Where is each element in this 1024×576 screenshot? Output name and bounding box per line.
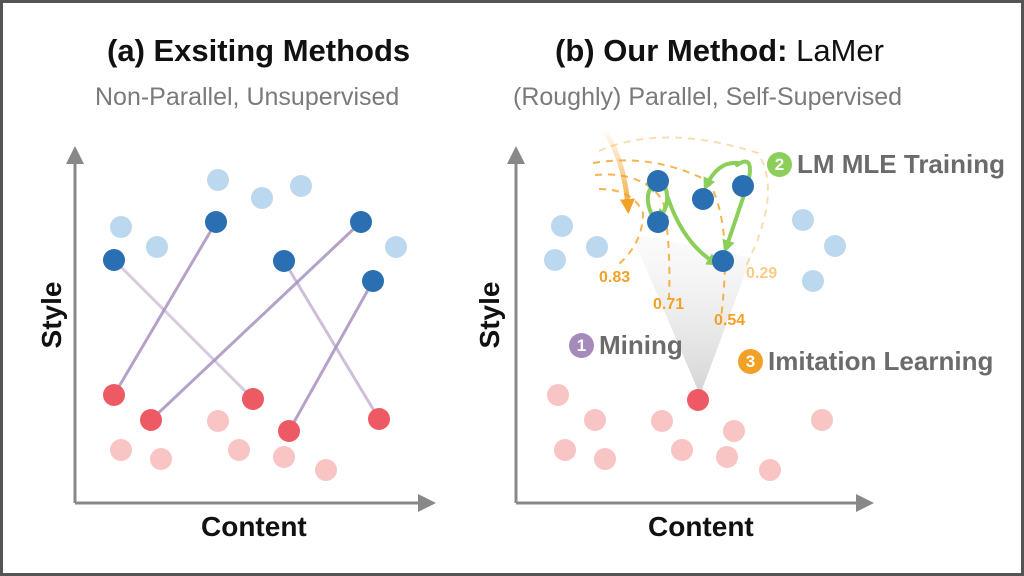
mining-beam bbox=[631, 233, 751, 395]
similarity-score: 0.83 bbox=[599, 269, 631, 286]
style-a-sample-light bbox=[551, 215, 573, 237]
connection-line bbox=[282, 259, 381, 421]
style-a-sample-dark bbox=[103, 249, 125, 271]
step-label: Mining bbox=[599, 330, 683, 360]
panel-a-subtitle: Non-Parallel, Unsupervised bbox=[95, 83, 400, 111]
style-a-sample-dark bbox=[712, 250, 734, 272]
style-a-sample-dark bbox=[647, 211, 669, 233]
panel-b-subtitle: (Roughly) Parallel, Self-Supervised bbox=[513, 83, 903, 111]
style-b-sample-light bbox=[811, 409, 833, 431]
lm-mle-arrow bbox=[666, 196, 720, 266]
style-b-sample-dark bbox=[368, 408, 390, 430]
style-b-sample-light bbox=[315, 459, 337, 481]
style-a-sample-light bbox=[290, 175, 312, 197]
style-a-sample-light bbox=[586, 236, 608, 258]
step-imitation-learning: 3 Imitation Learning bbox=[738, 346, 993, 377]
similarity-score: 0.54 bbox=[714, 312, 746, 329]
panel-b-y-label: Style bbox=[474, 281, 505, 349]
style-b-sample-selected bbox=[687, 389, 709, 411]
panel-a-axes bbox=[66, 146, 436, 512]
style-b-sample-dark bbox=[278, 420, 300, 442]
imitation-arc bbox=[598, 188, 645, 266]
panel-a-points bbox=[103, 169, 407, 481]
panel-a-connections bbox=[112, 220, 381, 433]
panel-a-title: (a) Exsiting Methods bbox=[107, 33, 411, 68]
style-a-sample-light bbox=[824, 235, 846, 257]
style-a-sample-light bbox=[802, 270, 824, 292]
style-b-sample-light bbox=[651, 410, 673, 432]
style-a-sample-light bbox=[146, 236, 168, 258]
style-b-sample-light bbox=[759, 459, 781, 481]
connection-line bbox=[287, 279, 375, 433]
style-b-sample-light bbox=[554, 439, 576, 461]
style-a-sample-dark bbox=[732, 175, 754, 197]
lm-mle-arrow bbox=[703, 160, 740, 191]
style-b-sample-light bbox=[150, 448, 172, 470]
similarity-score: 0.71 bbox=[653, 296, 685, 313]
style-a-sample-light bbox=[544, 249, 566, 271]
style-a-sample-dark bbox=[692, 188, 714, 210]
step-label: Imitation Learning bbox=[768, 346, 994, 376]
panel-b-title-bold: (b) Our Method: bbox=[555, 33, 788, 68]
style-b-sample-light bbox=[671, 439, 693, 461]
panel-b-title: (b) Our Method: LaMer bbox=[555, 33, 884, 69]
panel-a-x-label: Content bbox=[201, 511, 307, 542]
style-b-sample-light bbox=[273, 446, 295, 468]
style-a-sample-dark bbox=[350, 211, 372, 233]
style-a-sample-light bbox=[207, 169, 229, 191]
style-a-sample-light bbox=[792, 209, 814, 231]
similarity-score: 0.29 bbox=[746, 265, 778, 282]
panel-b-method-name: LaMer bbox=[796, 33, 884, 68]
imitation-arc bbox=[598, 136, 769, 269]
lm-mle-arrow bbox=[722, 159, 752, 253]
step-mining: 1 Mining bbox=[569, 330, 683, 361]
panel-b-x-label: Content bbox=[648, 511, 754, 542]
step-number-badge: 1 bbox=[569, 332, 594, 358]
style-b-sample-dark bbox=[140, 409, 162, 431]
style-b-sample-light bbox=[594, 448, 616, 470]
step-number-badge: 3 bbox=[738, 348, 763, 374]
style-b-sample-light bbox=[207, 410, 229, 432]
step-lm-mle-training: 2 LM MLE Training bbox=[767, 149, 1005, 180]
style-b-sample-light bbox=[228, 439, 250, 461]
style-a-sample-dark bbox=[205, 211, 227, 233]
style-b-sample-light bbox=[110, 439, 132, 461]
style-b-sample-light bbox=[547, 384, 569, 406]
style-b-sample-light bbox=[723, 420, 745, 442]
style-a-sample-light bbox=[385, 236, 407, 258]
panel-b-axes bbox=[507, 146, 874, 512]
style-a-sample-dark bbox=[362, 270, 384, 292]
style-b-sample-dark bbox=[242, 388, 264, 410]
imitation-arrow bbox=[603, 130, 635, 214]
connection-line bbox=[149, 220, 363, 422]
connection-line bbox=[112, 220, 218, 397]
style-a-sample-dark bbox=[273, 250, 295, 272]
panel-b-points bbox=[544, 170, 846, 481]
step-number-badge: 2 bbox=[767, 151, 792, 177]
style-a-sample-dark bbox=[647, 170, 669, 192]
style-a-sample-light bbox=[110, 216, 132, 238]
diagram-canvas bbox=[66, 130, 874, 512]
style-b-sample-dark bbox=[103, 384, 125, 406]
step-label: LM MLE Training bbox=[797, 149, 1005, 179]
style-b-sample-light bbox=[716, 446, 738, 468]
connection-line bbox=[112, 258, 255, 401]
panel-a-y-label: Style bbox=[36, 281, 67, 349]
style-b-sample-light bbox=[584, 409, 606, 431]
style-a-sample-light bbox=[251, 187, 273, 209]
